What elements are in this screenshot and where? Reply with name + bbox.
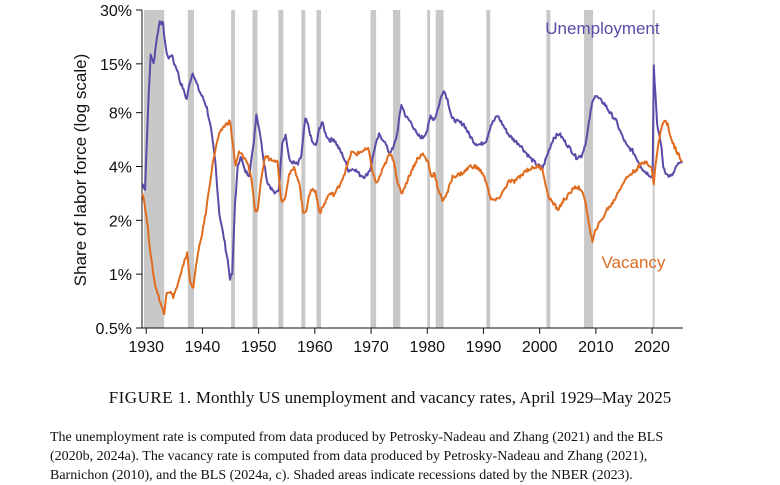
recession-band [392,10,401,328]
figure-number: FIGURE 1. [108,388,192,407]
y-tick-label: 0.5% [96,321,132,338]
x-tick-label: 1970 [353,339,389,356]
vacancy-line [141,119,683,316]
recession-band [187,10,194,328]
recession-band [316,10,322,328]
note-line: Barnichon (2010), and the BLS (2024a, c)… [50,468,633,483]
unemployment-label: Unemployment [545,19,660,38]
recession-band [231,10,236,328]
recession-band [370,10,377,328]
recession-band [546,10,551,328]
recession-band [584,10,594,328]
y-tick-label: 15% [100,57,132,74]
series-labels: Unemployment Vacancy [545,19,666,272]
x-tick-label: 2020 [634,339,670,356]
figure-note: The unemployment rate is computed from d… [50,428,770,485]
x-tick-label: 2010 [578,339,614,356]
note-line: The unemployment rate is computed from d… [50,430,664,445]
x-tick-label: 1990 [466,339,502,356]
y-tick-label: 8% [109,106,132,123]
x-tick-label: 1930 [128,339,164,356]
x-tick-label: 2000 [522,339,558,356]
vacancy-label: Vacancy [601,253,665,272]
chart: 0.5% 1% 2% 4% 8% 15% 30% 1930 1940 1950 1960 1970 19… [71,3,684,356]
note-line: (2020b, 2024a). The vacancy rate is comp… [50,449,648,464]
y-tick-label: 30% [100,3,132,20]
recession-shading [143,10,655,328]
y-tick-label: 2% [109,213,132,230]
figure-title: Monthly US unemployment and vacancy rate… [195,388,672,407]
x-tick-label: 1940 [185,339,221,356]
x-tick-label: 1960 [297,339,333,356]
y-axis-label: Share of labor force (log scale) [71,54,90,286]
series-lines [141,20,684,316]
recession-band [435,10,444,328]
recession-band [486,10,491,328]
y-tick-label: 4% [109,159,132,176]
x-tick-label: 1950 [241,339,277,356]
x-tick-label: 1980 [409,339,445,356]
y-tick-label: 1% [109,267,132,284]
axes: 0.5% 1% 2% 4% 8% 15% 30% 1930 1940 1950 1960 1970 19… [96,3,683,356]
recession-band [252,10,258,328]
figure-caption: FIGURE 1. Monthly US unemployment and va… [0,388,780,408]
unemployment-line [141,20,684,281]
recession-band [301,10,306,328]
